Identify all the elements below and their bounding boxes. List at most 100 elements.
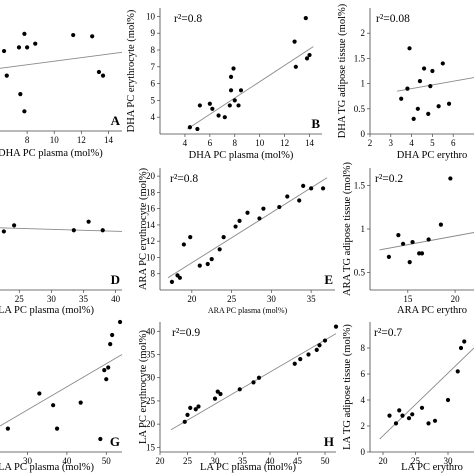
x-tick-label: 25 bbox=[227, 294, 237, 304]
data-point bbox=[462, 339, 467, 344]
y-axis-label: LA PC erythrocyte (mol%) bbox=[138, 329, 149, 444]
x-tick-label: 30 bbox=[444, 456, 454, 466]
data-point bbox=[195, 126, 200, 132]
y-tick-label: 20 bbox=[146, 419, 156, 429]
data-point bbox=[448, 176, 453, 181]
data-point bbox=[432, 418, 438, 423]
data-point bbox=[245, 210, 250, 215]
data-point bbox=[440, 61, 445, 66]
data-point bbox=[98, 436, 103, 442]
y-tick-label: 1 bbox=[361, 79, 366, 89]
data-point bbox=[228, 74, 234, 79]
trend-line bbox=[0, 51, 123, 69]
data-point bbox=[301, 183, 306, 188]
data-point bbox=[207, 101, 212, 106]
y-tick-label: 25 bbox=[146, 396, 156, 406]
data-point bbox=[293, 64, 298, 69]
x-tick-label: 40 bbox=[266, 456, 276, 466]
x-tick-label: 6 bbox=[451, 138, 456, 148]
x-tick-label: 4 bbox=[409, 138, 414, 148]
y-tick-label: 0 bbox=[361, 447, 366, 457]
data-point bbox=[37, 391, 42, 396]
data-point bbox=[231, 66, 236, 71]
data-point bbox=[1, 48, 7, 54]
x-tick-label: 12 bbox=[280, 138, 289, 148]
data-point bbox=[436, 104, 441, 109]
data-point bbox=[419, 405, 425, 410]
x-tick-label: 30 bbox=[211, 456, 221, 466]
x-axis-label: DHA PC plasma (mol%) bbox=[189, 150, 294, 161]
data-point bbox=[188, 235, 193, 240]
x-tick-label: 6 bbox=[208, 138, 213, 148]
x-tick-label: 20 bbox=[187, 294, 197, 304]
y-tick-label: 8 bbox=[151, 45, 156, 55]
trend-line bbox=[396, 77, 474, 92]
panel-d: 25 30 35 40 LA PC plasma (mol%) D bbox=[0, 219, 123, 316]
data-point bbox=[292, 361, 297, 366]
data-point bbox=[400, 413, 405, 418]
data-point bbox=[307, 52, 312, 58]
y-tick-label: 30 bbox=[146, 373, 156, 383]
trend-line bbox=[379, 232, 474, 251]
data-point bbox=[78, 400, 83, 405]
y-tick-label: 0 bbox=[361, 129, 366, 139]
data-point bbox=[415, 106, 420, 111]
x-tick-label: 30 bbox=[47, 294, 57, 304]
data-point bbox=[445, 397, 451, 403]
y-tick-label: 1.5 bbox=[354, 180, 366, 190]
y-tick-label: 10 bbox=[146, 252, 156, 262]
data-point bbox=[257, 216, 262, 221]
x-tick-label: 40 bbox=[62, 456, 72, 466]
data-point bbox=[438, 222, 444, 227]
y-tick-label: 16 bbox=[146, 204, 156, 214]
y-axis-label: DHA PC erythrocyte (mol%) bbox=[126, 9, 137, 132]
r-squared-label: r²=0.2 bbox=[375, 173, 403, 185]
data-point bbox=[303, 15, 308, 21]
panel-letter: H bbox=[324, 434, 334, 449]
trend-line bbox=[187, 46, 314, 130]
x-axis-label: LA PC plasma (mol%) bbox=[200, 462, 296, 473]
y-tick-label: 1 bbox=[361, 224, 366, 234]
data-point bbox=[233, 224, 238, 229]
data-point bbox=[100, 228, 105, 233]
data-point bbox=[86, 219, 91, 224]
data-point bbox=[51, 403, 56, 408]
x-tick-label: 5 bbox=[430, 138, 435, 148]
y-tick-label: 18 bbox=[146, 187, 156, 197]
y-tick-label: 1.5 bbox=[354, 53, 366, 63]
x-tick-label: 30 bbox=[23, 456, 33, 466]
data-point bbox=[104, 377, 109, 382]
data-point bbox=[430, 68, 435, 74]
data-point bbox=[411, 116, 416, 121]
panel-g: 30 40 50 LA PC plasma (mol%) G bbox=[0, 319, 123, 473]
panel-letter: E bbox=[324, 272, 333, 287]
data-point bbox=[197, 103, 202, 108]
trend-line bbox=[167, 177, 328, 279]
data-point bbox=[227, 103, 232, 108]
x-axis-label: DHA PC plasma (mol%) bbox=[0, 148, 103, 159]
data-point bbox=[205, 261, 210, 267]
y-tick-label: 2 bbox=[361, 421, 366, 431]
data-point bbox=[196, 404, 201, 409]
data-point bbox=[261, 206, 266, 211]
panel-b: 4 6 8 10 12 14 4 5 6 7 8 9 10 DHA PC plasma (mol%) DHA… bbox=[126, 8, 322, 161]
data-point bbox=[421, 66, 427, 71]
panel-letter: B bbox=[311, 116, 320, 131]
data-point bbox=[251, 380, 256, 385]
y-tick-label: 2 bbox=[361, 28, 366, 38]
data-point bbox=[100, 73, 106, 78]
data-point bbox=[277, 204, 282, 210]
data-point bbox=[22, 109, 27, 114]
x-tick-label: 10 bbox=[50, 135, 60, 145]
data-point bbox=[217, 247, 222, 252]
data-point bbox=[400, 241, 406, 246]
data-point bbox=[18, 92, 23, 97]
data-point bbox=[393, 421, 399, 426]
x-tick-label: 14 bbox=[305, 138, 315, 148]
data-point bbox=[215, 389, 220, 394]
data-point bbox=[71, 228, 76, 233]
x-tick-label: 10 bbox=[255, 138, 265, 148]
y-tick-label: 6 bbox=[151, 79, 156, 89]
data-point bbox=[197, 263, 202, 268]
